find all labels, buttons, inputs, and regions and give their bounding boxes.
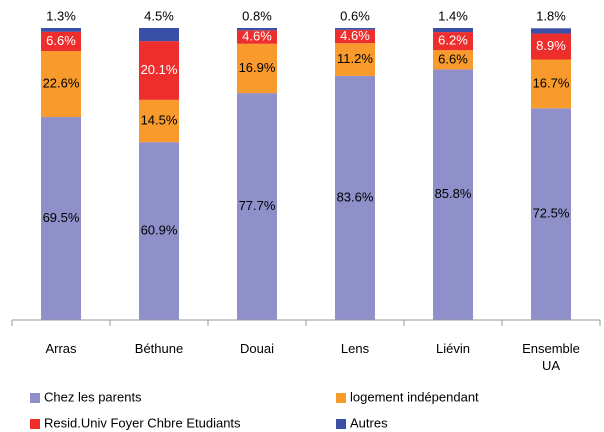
legend-label: Resid.Univ Foyer Chbre Etudiants [44,415,241,430]
bar-segment [335,28,375,30]
bar-segment [433,32,473,51]
data-label: 85.8% [435,186,472,201]
bar-segment [335,29,375,44]
bar-segment [41,28,81,32]
x-tick-label: Douai [240,341,274,356]
data-label: 6.2% [438,33,468,48]
data-label: 83.6% [337,189,374,204]
data-label: 14.5% [141,112,178,127]
data-label: 77.7% [239,198,276,213]
bar-segment [531,108,571,320]
legend-swatch [336,419,346,429]
x-tick-label: Liévin [436,341,470,356]
bar-segment [531,59,571,109]
bar-segment [41,31,81,52]
bar-segment [41,51,81,118]
bar-segment [237,43,277,94]
bar-segment [237,30,277,44]
data-label: 6.6% [46,33,76,48]
x-tick-label: Ensemble UA [522,341,580,373]
bar-segment [237,28,277,31]
legend-swatch [336,393,346,403]
data-label: 1.8% [536,8,566,23]
x-tick-label: Arras [45,341,77,356]
data-label: 1.4% [438,8,468,23]
bar-segment [41,117,81,320]
data-label: 16.7% [533,75,570,90]
data-label: 8.9% [536,38,566,53]
bar-segment [237,93,277,320]
bar-segment [433,69,473,321]
x-tick-label: Béthune [134,341,184,356]
legend-label: Chez les parents [44,389,142,404]
data-label: 0.6% [340,8,370,23]
data-label: 6.6% [438,51,468,66]
data-label: 22.6% [43,76,80,91]
legend-swatch [30,393,40,403]
data-label: 4.5% [144,8,174,23]
bar-segment [531,33,571,60]
bar-segment [139,142,179,320]
bar-segment [139,28,179,42]
data-label: 60.9% [141,223,178,238]
data-label: 69.5% [43,210,80,225]
data-label: 1.3% [46,8,76,23]
legend-label: logement indépendant [350,389,479,404]
data-label: 4.6% [340,28,370,43]
data-label: 11.2% [337,51,373,66]
bar-segment [433,50,473,70]
data-label: 4.6% [242,28,272,43]
bar-segment [139,99,179,143]
bar-segment [531,28,571,34]
bar-segment [335,75,375,320]
data-label: 16.9% [239,60,276,75]
data-label: 20.1% [141,62,178,77]
x-tick-label: Lens [340,341,370,356]
legend-label: Autres [350,415,388,430]
data-label: 0.8% [242,8,272,23]
data-label: 72.5% [533,206,570,221]
bar-segment [139,41,179,100]
legend-swatch [30,419,40,429]
bar-segment [433,28,473,33]
bar-segment [335,43,375,76]
